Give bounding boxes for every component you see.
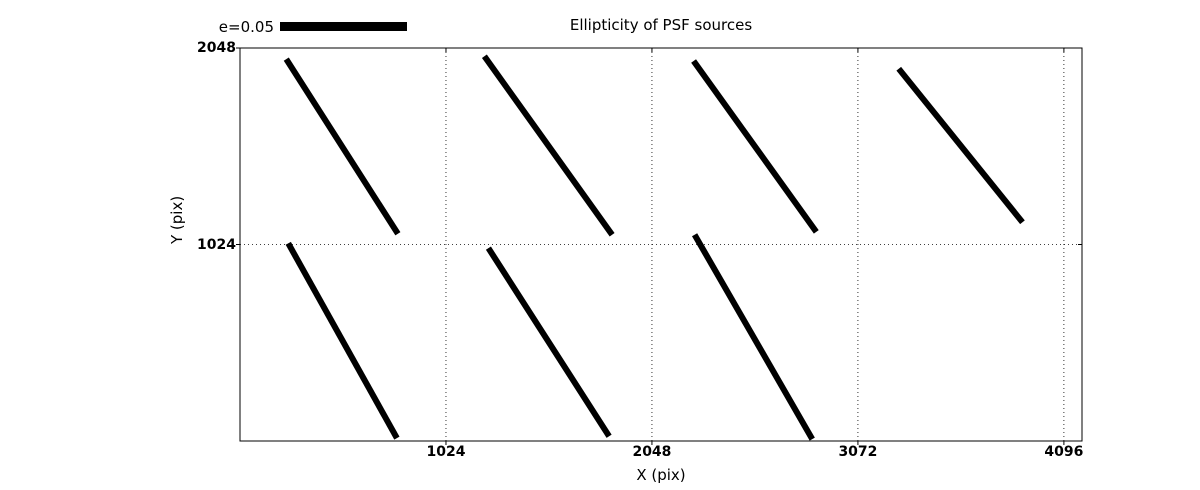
ellipticity-stick	[485, 246, 612, 438]
x-tick-label: 4096	[1044, 444, 1084, 460]
x-tick-label: 1024	[426, 444, 466, 460]
x-tick-label: 2048	[632, 444, 672, 460]
legend-key-bar	[280, 22, 407, 31]
legend-label: e=0.05	[218, 18, 274, 36]
x-tick-label: 3072	[838, 444, 878, 460]
ellipticity-stick	[285, 241, 400, 440]
chart-title: Ellipticity of PSF sources	[569, 16, 753, 34]
ellipticity-stick	[481, 54, 615, 237]
ellipticity-stick	[691, 59, 819, 234]
ellipticity-stick	[896, 66, 1025, 225]
ellipticity-stick	[691, 233, 815, 441]
ellipticity-stick	[283, 57, 401, 236]
y-tick-label: 2048	[197, 40, 236, 56]
x-axis-label: X (pix)	[636, 466, 686, 484]
y-tick-label: 1024	[197, 236, 236, 253]
